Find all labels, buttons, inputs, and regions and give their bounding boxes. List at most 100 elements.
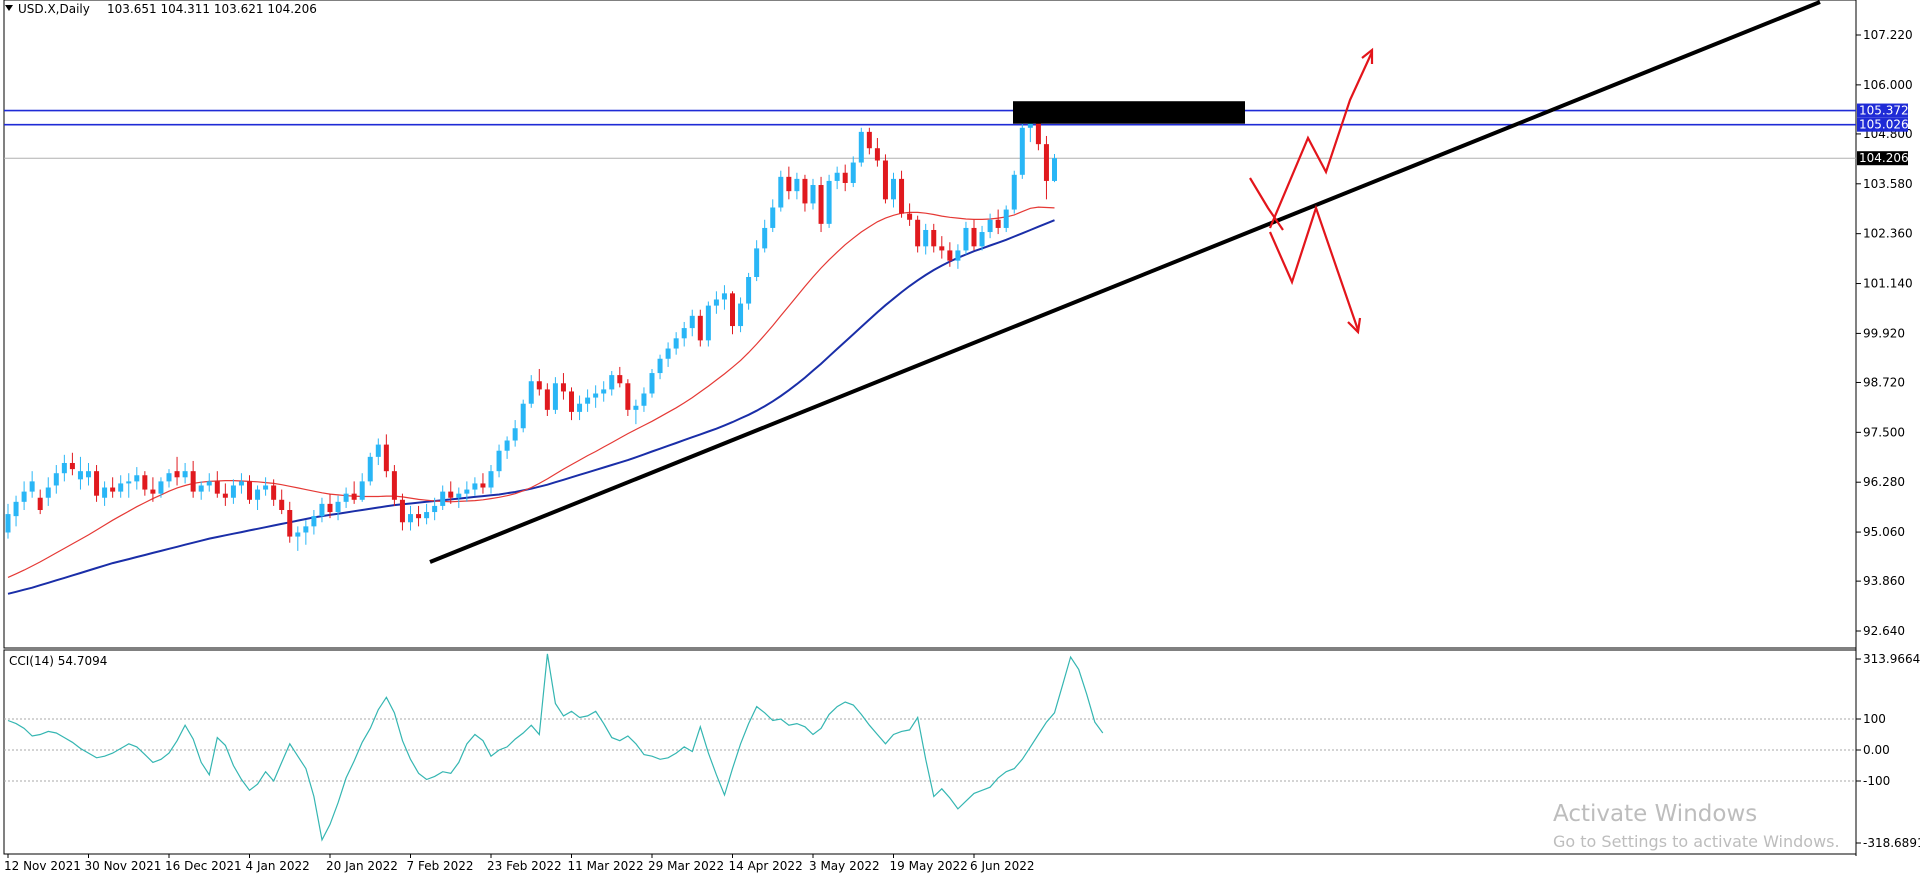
price-tick-label: 98.720 bbox=[1863, 375, 1905, 389]
candle-body bbox=[37, 497, 43, 511]
candle-body bbox=[150, 489, 156, 494]
candle-body bbox=[303, 526, 309, 533]
candle-body bbox=[335, 501, 341, 513]
candle-body bbox=[198, 485, 204, 492]
candle-body bbox=[512, 428, 518, 441]
candle-body bbox=[963, 227, 969, 251]
time-tick-label: 6 Jun 2022 bbox=[970, 859, 1035, 873]
candle-body bbox=[142, 475, 148, 490]
time-tick-label: 4 Jan 2022 bbox=[246, 859, 310, 873]
price-tag-label: 104.206 bbox=[1859, 151, 1909, 165]
time-tick-label: 23 Feb 2022 bbox=[487, 859, 562, 873]
candle-body bbox=[110, 487, 116, 492]
candle-body bbox=[1052, 158, 1057, 181]
candle-body bbox=[359, 481, 365, 500]
time-tick-label: 19 May 2022 bbox=[890, 859, 968, 873]
candle-body bbox=[134, 475, 140, 482]
candle-body bbox=[408, 514, 413, 523]
candle-body bbox=[182, 471, 188, 478]
candle-body bbox=[238, 481, 244, 486]
arrow-down-icon bbox=[1347, 317, 1362, 335]
candle-body bbox=[601, 389, 607, 394]
candle-body bbox=[818, 185, 824, 224]
candle-body bbox=[713, 299, 719, 306]
candle-body bbox=[971, 227, 977, 247]
candle-body bbox=[158, 481, 164, 494]
price-tag-label: 105.372 bbox=[1859, 104, 1909, 118]
fast-ma-line bbox=[7, 206, 1055, 578]
candle-body bbox=[593, 393, 599, 398]
candlesticks bbox=[5, 107, 1057, 551]
candle-body bbox=[1019, 127, 1025, 175]
time-tick-label: 20 Jan 2022 bbox=[326, 859, 398, 873]
annotation-down-path bbox=[1268, 204, 1360, 331]
resistance-zone-box bbox=[1013, 101, 1245, 124]
slow-moving-average bbox=[7, 219, 1055, 595]
candle-body bbox=[730, 293, 735, 327]
time-tick-label: 30 Nov 2021 bbox=[85, 859, 162, 873]
candle-body bbox=[126, 481, 132, 484]
slow-ma-line bbox=[7, 219, 1055, 595]
fast-moving-average bbox=[7, 206, 1055, 578]
candle-body bbox=[416, 514, 422, 519]
candle-body bbox=[931, 229, 937, 247]
price-tick-label: 97.500 bbox=[1863, 425, 1905, 439]
activate-windows-title: Activate Windows bbox=[1553, 801, 1757, 827]
time-tick-label: 3 May 2022 bbox=[809, 859, 880, 873]
candle-body bbox=[987, 219, 993, 233]
candle-body bbox=[230, 485, 236, 498]
candle-body bbox=[222, 493, 228, 498]
candle-body bbox=[327, 503, 333, 513]
dropdown-arrow-icon[interactable] bbox=[5, 5, 13, 11]
candle-body bbox=[343, 493, 349, 502]
candle-body bbox=[721, 293, 727, 300]
candle-body bbox=[705, 305, 711, 341]
candle-body bbox=[786, 176, 792, 192]
candle-body bbox=[520, 403, 526, 429]
candle-body bbox=[472, 483, 478, 490]
price-tick-label: 106.000 bbox=[1863, 78, 1913, 92]
candle-body bbox=[939, 246, 945, 251]
cci-series-line bbox=[7, 653, 1104, 842]
price-tag-box bbox=[1857, 117, 1908, 132]
cci-axis-ticks: 313.9664 100 0.00 -100 -318.6891 bbox=[1856, 652, 1920, 850]
candle-body bbox=[432, 505, 438, 513]
candle-body bbox=[456, 493, 462, 498]
price-tag-box bbox=[1857, 151, 1908, 166]
price-tag-label: 105.026 bbox=[1859, 118, 1909, 132]
candle-body bbox=[850, 162, 856, 183]
price-tick-label: 99.920 bbox=[1863, 326, 1905, 340]
candle-body bbox=[657, 358, 663, 374]
symbol-timeframe: USD.X,Daily bbox=[18, 2, 90, 16]
candle-body bbox=[61, 462, 67, 474]
candle-body bbox=[641, 393, 647, 406]
candle-body bbox=[665, 348, 671, 359]
candle-body bbox=[577, 403, 583, 412]
price-tick-label: 101.140 bbox=[1863, 277, 1913, 291]
cci-tick-label: 0.00 bbox=[1863, 743, 1890, 757]
candle-body bbox=[77, 471, 83, 480]
time-tick-label: 7 Feb 2022 bbox=[407, 859, 474, 873]
candle-body bbox=[5, 514, 11, 533]
candle-body bbox=[319, 503, 325, 517]
candle-body bbox=[86, 471, 91, 478]
candle-body bbox=[569, 391, 574, 412]
candle-body bbox=[979, 232, 985, 247]
time-tick-label: 11 Mar 2022 bbox=[568, 859, 644, 873]
candle-body bbox=[866, 131, 872, 149]
candle-body bbox=[882, 160, 888, 200]
candle-body bbox=[899, 178, 905, 214]
candle-body bbox=[754, 248, 760, 277]
indicator-panel-frame bbox=[3, 649, 1857, 855]
candle-body bbox=[45, 487, 51, 498]
candle-body bbox=[907, 213, 913, 220]
time-axis-ticks: 12 Nov 2021 30 Nov 2021 16 Dec 2021 4 Jan 2… bbox=[4, 854, 1035, 873]
cci-tick-label: 313.9664 bbox=[1863, 652, 1920, 666]
candle-body bbox=[697, 315, 703, 341]
candle-body bbox=[536, 381, 542, 390]
candle-body bbox=[842, 172, 848, 183]
candle-body bbox=[802, 178, 808, 204]
candle-body bbox=[295, 532, 301, 537]
